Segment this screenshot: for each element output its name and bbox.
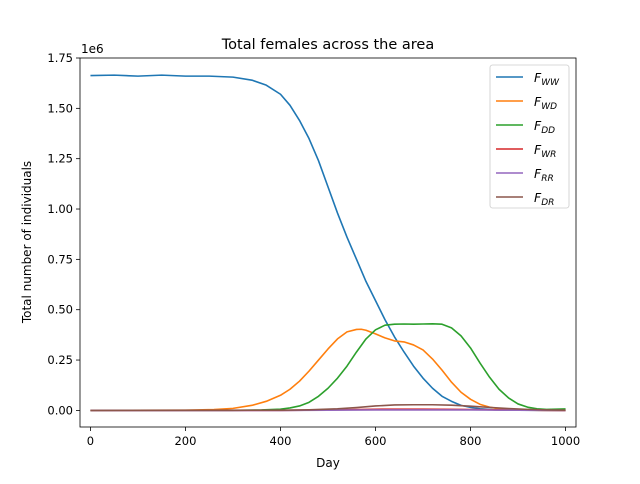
x-tick-label: 600 [365,434,387,448]
x-tick-label: 1000 [551,434,580,448]
x-tick-label: 0 [87,434,94,448]
y-tick-label: 0.25 [47,353,73,367]
y-tick-label: 1.00 [47,202,73,216]
y-tick-label: 0.50 [47,303,73,317]
y-tick-label: 0.00 [47,403,73,417]
x-tick-label: 200 [174,434,196,448]
y-tick-label: 1.75 [47,51,73,65]
y-axis-label: Total number of individuals [20,161,34,324]
y-tick-label: 1.25 [47,152,73,166]
y-offset-label: 1e6 [81,42,104,56]
chart-title: Total females across the area [221,37,434,53]
y-tick-label: 0.75 [47,252,73,266]
y-tick-label: 1.50 [47,101,73,115]
x-axis-label: Day [316,456,340,470]
x-tick-label: 400 [270,434,292,448]
x-tick-label: 800 [460,434,482,448]
